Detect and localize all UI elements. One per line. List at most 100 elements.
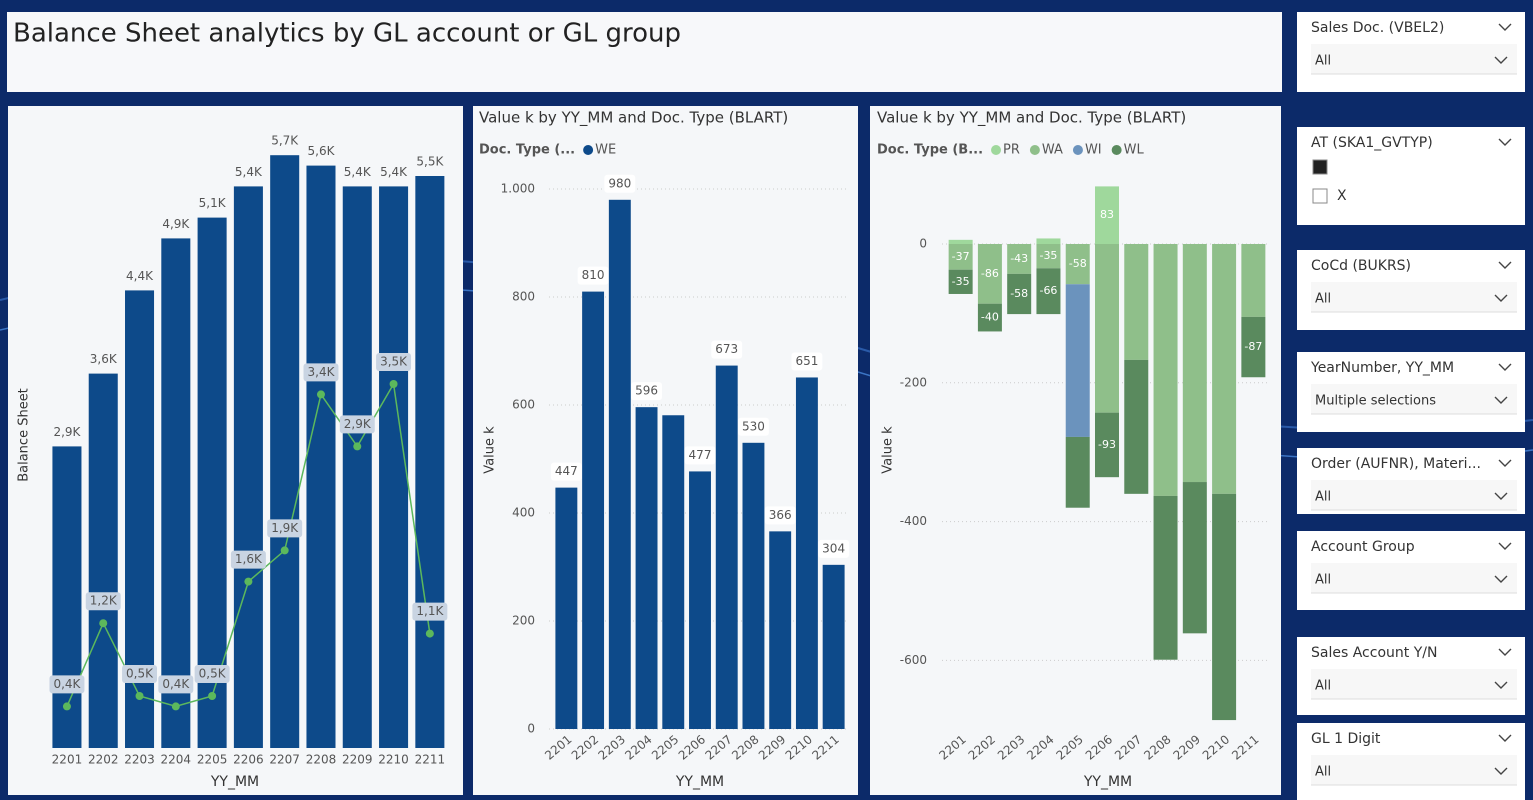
data-label-box	[303, 363, 339, 382]
dropdown-arrow[interactable]	[1494, 767, 1508, 775]
slicer-title: GL 1 Digit	[1311, 731, 1381, 747]
slicer-title: CoCd (BUKRS)	[1311, 258, 1411, 274]
x-tick-label: 2211	[415, 753, 446, 767]
data-label: 0,4K	[162, 677, 190, 691]
data-label: -40	[981, 311, 999, 324]
data-label: 83	[1100, 208, 1114, 221]
dropdown-arrow[interactable]	[1494, 396, 1508, 404]
bar	[742, 442, 765, 729]
line-point	[62, 702, 71, 711]
dropdown-value: All	[1315, 54, 1331, 69]
line-point	[280, 546, 289, 555]
data-label: 980	[608, 176, 631, 190]
slicer-menu[interactable]	[1498, 459, 1512, 467]
data-label: -93	[1098, 438, 1116, 451]
dropdown-arrow[interactable]	[1494, 681, 1508, 689]
dropdown[interactable]	[1311, 480, 1517, 510]
slicer-menu[interactable]	[1498, 363, 1512, 371]
x-axis-label: YY_MM	[1083, 774, 1132, 790]
slicer-menu[interactable]	[1498, 648, 1512, 656]
x-axis-label: YY_MM	[675, 774, 724, 790]
y-tick-label: 800	[512, 290, 535, 304]
data-label: 304	[822, 541, 845, 555]
dropdown[interactable]	[1311, 282, 1517, 312]
checkbox[interactable]	[1312, 159, 1328, 175]
y-tick-label: -400	[900, 514, 927, 528]
bar	[1212, 244, 1237, 494]
bar	[1241, 244, 1266, 317]
y-axis-label: Value k	[483, 426, 498, 474]
bar	[1065, 244, 1090, 285]
data-label: 447	[555, 464, 578, 478]
dropdown[interactable]	[1311, 669, 1517, 699]
data-label: 477	[689, 448, 712, 462]
dropdown-arrow[interactable]	[1494, 575, 1508, 583]
data-label: 5,6K	[308, 144, 336, 158]
slicer-menu[interactable]	[1498, 23, 1512, 31]
bar	[52, 446, 82, 748]
data-label-box	[49, 675, 85, 694]
dropdown[interactable]	[1311, 755, 1517, 785]
bar	[582, 291, 605, 729]
y-tick-label: 0	[527, 722, 535, 736]
bar	[977, 303, 1002, 332]
dropdown-arrow[interactable]	[1494, 56, 1508, 64]
bar	[662, 415, 685, 729]
data-label-box	[85, 592, 121, 611]
dropdown-arrow[interactable]	[1494, 492, 1508, 500]
bar	[88, 373, 118, 748]
data-label: -58	[1069, 257, 1087, 270]
slicer-menu[interactable]	[1498, 734, 1512, 742]
data-label-box	[412, 602, 448, 621]
bar	[1065, 436, 1090, 508]
data-label: -66	[1039, 284, 1057, 297]
bar	[1212, 493, 1237, 721]
dropdown[interactable]	[1311, 44, 1517, 74]
line-point	[135, 692, 144, 700]
dropdown[interactable]	[1311, 384, 1517, 414]
dropdown-value: All	[1315, 490, 1331, 505]
data-label: 5,4K	[380, 165, 408, 179]
bar	[342, 186, 372, 748]
data-label: 673	[715, 342, 738, 356]
line-point	[208, 692, 217, 700]
data-label-box	[550, 462, 582, 481]
y-axis-label: Value k	[881, 426, 896, 474]
dropdown-arrow[interactable]	[1494, 294, 1508, 302]
x-tick-label: 2203	[124, 753, 155, 767]
slicer-menu[interactable]	[1498, 542, 1512, 550]
bar	[769, 531, 792, 729]
data-label: 4,4K	[126, 269, 154, 283]
line-point	[316, 390, 325, 399]
y-tick-label: 200	[512, 614, 535, 628]
data-label: 3,4K	[308, 365, 336, 379]
data-label: 4,9K	[162, 217, 190, 231]
data-label: -43	[1010, 252, 1028, 265]
dropdown[interactable]	[1311, 563, 1517, 593]
x-tick-label: 2201	[52, 753, 83, 767]
dropdown-value: All	[1315, 765, 1331, 780]
y-tick-label: 1.000	[501, 182, 535, 196]
x-tick-label: 2206	[233, 753, 264, 767]
slicer-menu[interactable]	[1498, 138, 1512, 146]
slicer-title: YearNumber, YY_MM	[1310, 360, 1454, 376]
checkbox[interactable]	[1312, 188, 1328, 204]
data-label-box	[194, 665, 230, 683]
x-tick-label: 2207	[269, 753, 300, 767]
data-label-box	[230, 550, 266, 569]
data-label: 1,6K	[235, 552, 263, 566]
data-label: -35	[952, 275, 970, 288]
data-label: 0,5K	[199, 667, 227, 681]
bar	[1094, 244, 1120, 413]
x-tick-label: 2209	[342, 753, 373, 767]
legend-swatch	[1029, 145, 1040, 155]
data-label: 2,9K	[53, 425, 81, 439]
slicer-menu[interactable]	[1498, 261, 1512, 269]
option-label: X	[1337, 188, 1347, 204]
data-label-box	[738, 417, 769, 436]
bar	[689, 471, 711, 729]
data-label-box	[267, 519, 303, 538]
bar	[161, 238, 191, 748]
bar	[635, 407, 658, 729]
